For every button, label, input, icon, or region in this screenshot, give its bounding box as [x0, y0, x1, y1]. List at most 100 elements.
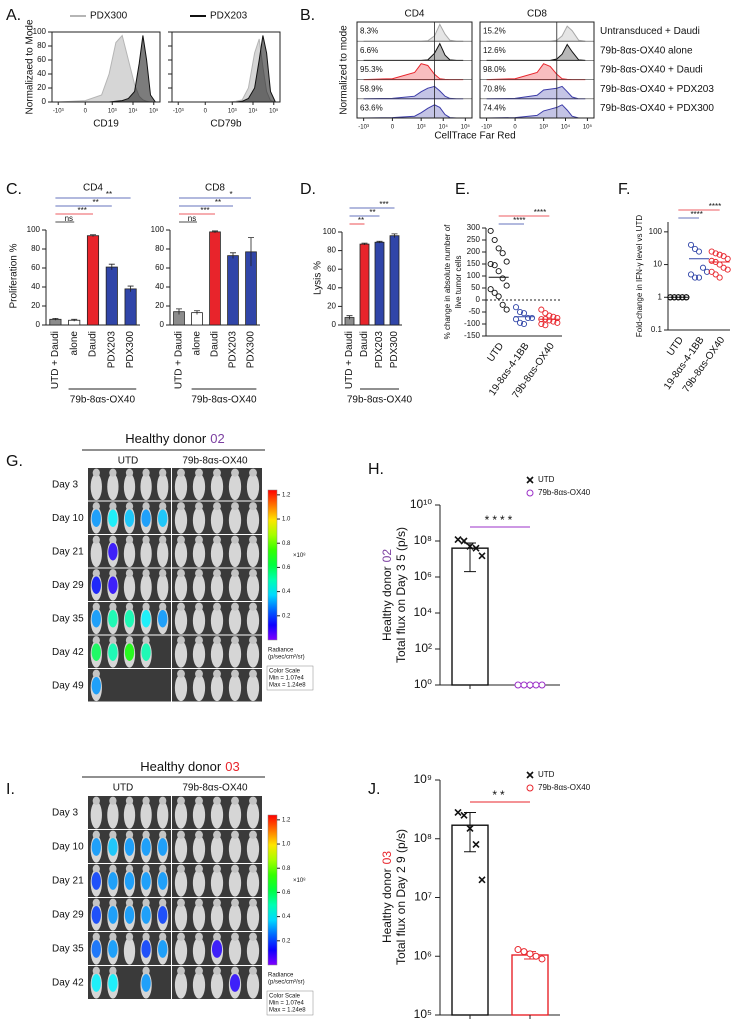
y-tick-label: -150 [464, 331, 481, 340]
x-tick-label: -10³ [481, 125, 492, 131]
signal [141, 940, 151, 958]
data-point [454, 808, 462, 817]
mouse-head [249, 966, 257, 975]
percent-label: 63.6% [360, 104, 383, 113]
significance-label: ** [215, 198, 221, 207]
y-tick-label: 10² [415, 641, 432, 655]
mouse [174, 801, 188, 829]
signal [158, 509, 168, 527]
mouse [228, 674, 242, 702]
colorbar-unit: ×10⁸ [293, 877, 306, 884]
data-point [454, 536, 462, 544]
mouse-head [231, 966, 239, 975]
legend-marker [526, 476, 534, 484]
day-label: Day 35 [52, 613, 84, 624]
mouse-head [213, 898, 221, 907]
mouse-head [213, 796, 221, 805]
bar [124, 288, 137, 326]
legend-label: UTD [538, 475, 555, 484]
mouse-head [195, 830, 203, 839]
subplot-title: CD8 [527, 9, 547, 20]
percent-label: 98.0% [483, 65, 506, 74]
y-tick-label: 10⁸ [414, 831, 432, 845]
signal [91, 677, 101, 695]
mouse-head [109, 932, 117, 941]
mouse-head [125, 602, 134, 611]
signal [91, 940, 101, 958]
mouse-head [231, 602, 239, 611]
mouse-head [177, 898, 185, 907]
signal [141, 509, 151, 527]
mouse-head [109, 966, 117, 975]
x-tick-label: 10³ [539, 125, 548, 131]
mouse [246, 674, 260, 702]
mouse-head [159, 569, 167, 578]
y-axis-label: Healthy donor 03 [380, 851, 394, 943]
data-point [487, 286, 494, 293]
bar [451, 824, 489, 1016]
mouse-head [231, 669, 239, 678]
colorbar [267, 814, 278, 966]
data-point [546, 317, 553, 324]
mouse-head [109, 796, 117, 805]
group-label: 79b-8αs-OX40 [191, 395, 257, 406]
signal [91, 643, 101, 661]
mouse [210, 540, 224, 568]
mouse-head [231, 468, 239, 477]
mouse-head [92, 669, 100, 678]
signal [124, 872, 135, 890]
mouse [210, 473, 224, 501]
mouse-head [195, 966, 203, 975]
mouse [246, 640, 260, 668]
mouse-head [109, 468, 117, 477]
mouse [210, 640, 224, 668]
day-label: Day 3 [52, 808, 79, 819]
mouse-head [159, 864, 167, 873]
error-bar [230, 252, 236, 259]
data-point [724, 266, 731, 273]
mouse [90, 473, 102, 501]
mouse-head [159, 502, 167, 511]
error-bar [212, 230, 218, 233]
mouse [174, 674, 188, 702]
y-axis-label: Total flux on Day 2 9 (p/s) [394, 829, 408, 965]
mouse [246, 937, 260, 965]
x-tick-label: 0 [84, 109, 88, 115]
mouse-head [142, 502, 150, 511]
data-point [542, 322, 549, 329]
mouse-head [213, 569, 221, 578]
significance-label: ** [106, 190, 112, 199]
legend-label: UTD [538, 770, 555, 779]
panel-label: J. [368, 781, 380, 798]
mouse [192, 801, 206, 829]
mouse-head [142, 796, 150, 805]
signal [124, 906, 135, 924]
mouse [174, 573, 188, 601]
mouse-head [177, 468, 185, 477]
mouse-head [177, 535, 185, 544]
mouse [174, 869, 188, 897]
category-label: UTD + Daudi [344, 331, 355, 389]
bar [105, 266, 118, 326]
y-tick-label: 60 [327, 264, 336, 273]
mouse [174, 640, 188, 668]
mouse-head [177, 796, 185, 805]
donor-id: 02 [380, 549, 394, 563]
radiance-label: Radiance [268, 648, 294, 654]
data-point [538, 955, 546, 963]
y-tick-label: 10⁷ [414, 890, 432, 904]
mouse [246, 971, 260, 999]
mouse [192, 506, 206, 534]
mouse [174, 971, 188, 999]
mouse-head [213, 602, 221, 611]
mouse [246, 835, 260, 863]
scale-text: Min = 1.07e4 [269, 676, 305, 682]
mouse [123, 937, 136, 965]
data-point [712, 271, 719, 278]
signal [108, 509, 118, 527]
y-tick-label: -100 [464, 319, 481, 328]
mouse [140, 473, 152, 501]
percent-label: 8.3% [360, 27, 378, 36]
category-label: alone [69, 331, 80, 356]
day-label: Day 42 [52, 647, 84, 658]
